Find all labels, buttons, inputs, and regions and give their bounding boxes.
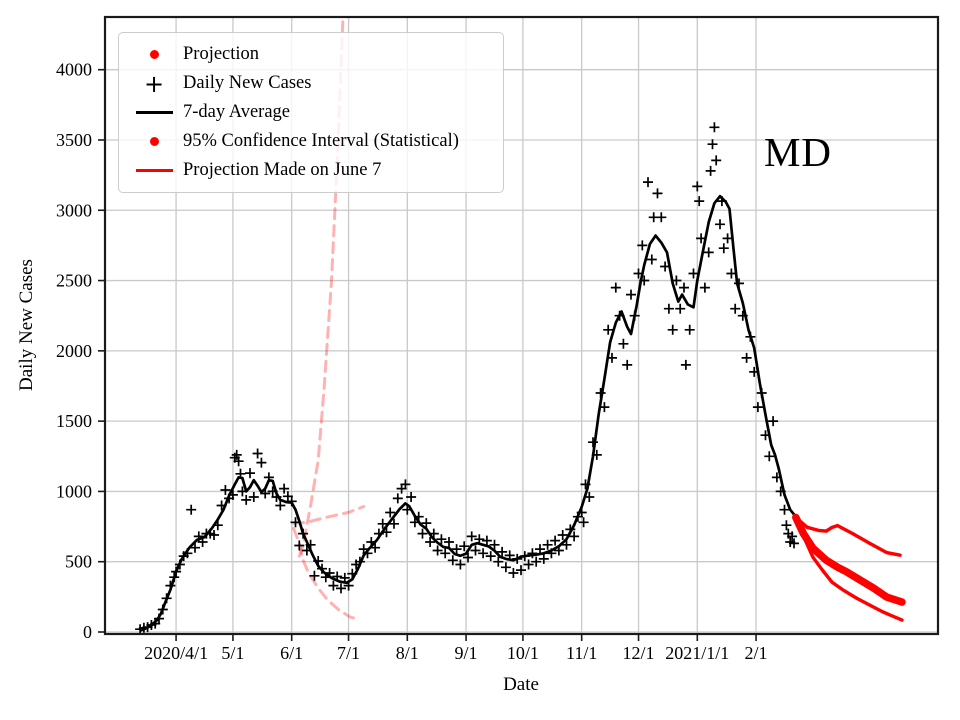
y-tick-label: 2500: [56, 271, 92, 291]
legend-item-daily-new-cases: + Daily New Cases: [125, 69, 497, 98]
y-tick-label: 0: [83, 622, 92, 642]
x-tick-label: 11/1: [566, 643, 597, 663]
x-tick-label: 9/1: [455, 643, 478, 663]
y-tick-label: 2000: [56, 341, 92, 361]
x-tick-label: 2/1: [745, 643, 768, 663]
average-line-icon: [125, 111, 183, 114]
y-tick-label: 4000: [56, 60, 92, 80]
x-tick-label: 7/1: [337, 643, 360, 663]
x-tick-label: 2021/1/1: [665, 643, 729, 663]
june7-projection-dashed-line: [292, 505, 366, 525]
x-tick-label: 10/1: [507, 643, 539, 663]
x-tick-label: 2020/4/1: [144, 643, 208, 663]
legend-item-7-day-average: 7-day Average: [125, 98, 497, 127]
legend-item-label: Projection: [183, 44, 260, 65]
x-tick-label: 8/1: [396, 643, 419, 663]
legend-item-label: 7-day Average: [183, 102, 291, 123]
confidence-interval-upper-line: [794, 515, 902, 557]
june7-projection-dashed-line: [292, 526, 360, 621]
legend-item-label: 95% Confidence Interval (Statistical): [183, 131, 459, 152]
y-axis-label: Daily New Cases: [16, 259, 37, 391]
daily-cases-scatter: [135, 122, 799, 635]
plot-border: [103, 15, 940, 636]
y-tick-label: 1500: [56, 411, 92, 431]
legend-box: Projection + Daily New Cases 7-day Avera…: [118, 32, 504, 193]
y-tick-label: 500: [65, 552, 92, 572]
legend-item-label: Daily New Cases: [183, 73, 312, 94]
projection-line: [792, 513, 906, 606]
region-label: MD: [763, 129, 833, 175]
plus-marker-icon: +: [143, 69, 165, 98]
x-tick-label: 12/1: [623, 643, 655, 663]
y-tick-label: 1000: [56, 481, 92, 501]
legend-item-june7-projection: Projection Made on June 7: [125, 156, 497, 185]
x-axis-label: Date: [503, 674, 539, 695]
x-tick-label: 6/1: [280, 643, 303, 663]
y-tick-label: 3500: [56, 130, 92, 150]
confidence-dot-icon: [125, 137, 183, 146]
legend-item-label: Projection Made on June 7: [183, 160, 382, 181]
y-tick-label: 3000: [56, 200, 92, 220]
projection-line-icon: [125, 169, 183, 172]
x-tick-label: 5/1: [221, 643, 244, 663]
legend-item-confidence-interval: 95% Confidence Interval (Statistical): [125, 127, 497, 156]
projection-dot-icon: [125, 50, 183, 59]
legend-item-projection: Projection: [125, 40, 497, 69]
seven-day-average-line: [139, 194, 797, 632]
